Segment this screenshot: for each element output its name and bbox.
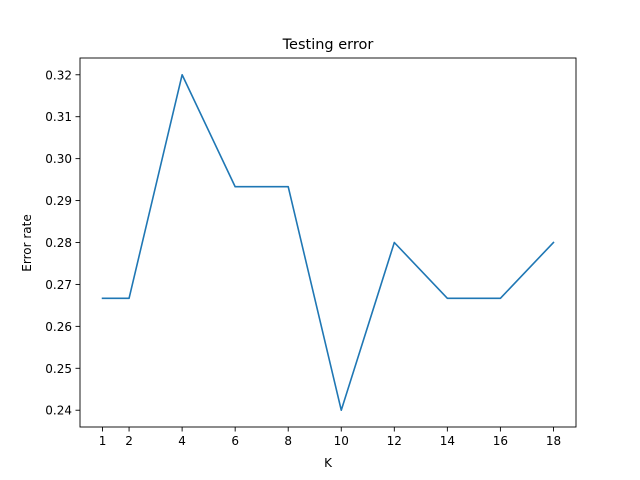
x-tick-label: 12 xyxy=(387,434,402,448)
x-tick-label: 16 xyxy=(493,434,508,448)
x-tick-label: 4 xyxy=(178,434,186,448)
x-axis: 1 2 4 6 8 10 12 14 16 18 xyxy=(99,427,561,448)
x-tick-label: 18 xyxy=(546,434,561,448)
y-tick-label: 0.27 xyxy=(45,278,72,292)
y-tick-label: 0.31 xyxy=(45,110,72,124)
y-axis-label: Error rate xyxy=(20,214,34,271)
x-tick-label: 14 xyxy=(440,434,455,448)
x-axis-label: K xyxy=(324,456,333,470)
y-tick-label: 0.26 xyxy=(45,320,72,334)
series-line xyxy=(101,73,555,412)
x-tick-label: 10 xyxy=(334,434,349,448)
x-tick-label: 8 xyxy=(284,434,292,448)
y-tick-label: 0.30 xyxy=(45,152,72,166)
x-tick-label: 2 xyxy=(125,434,133,448)
series-layer xyxy=(101,73,555,412)
y-axis: 0.24 0.25 0.26 0.27 0.28 0.29 0.30 0.31 0.32 xyxy=(45,68,80,418)
chart-title: Testing error xyxy=(282,37,374,53)
y-tick-label: 0.25 xyxy=(45,362,72,376)
x-tick-label: 1 xyxy=(99,434,107,448)
y-tick-label: 0.32 xyxy=(45,68,72,82)
y-tick-label: 0.28 xyxy=(45,236,72,250)
x-tick-label: 6 xyxy=(231,434,239,448)
y-tick-label: 0.24 xyxy=(45,404,72,418)
y-tick-label: 0.29 xyxy=(45,194,72,208)
